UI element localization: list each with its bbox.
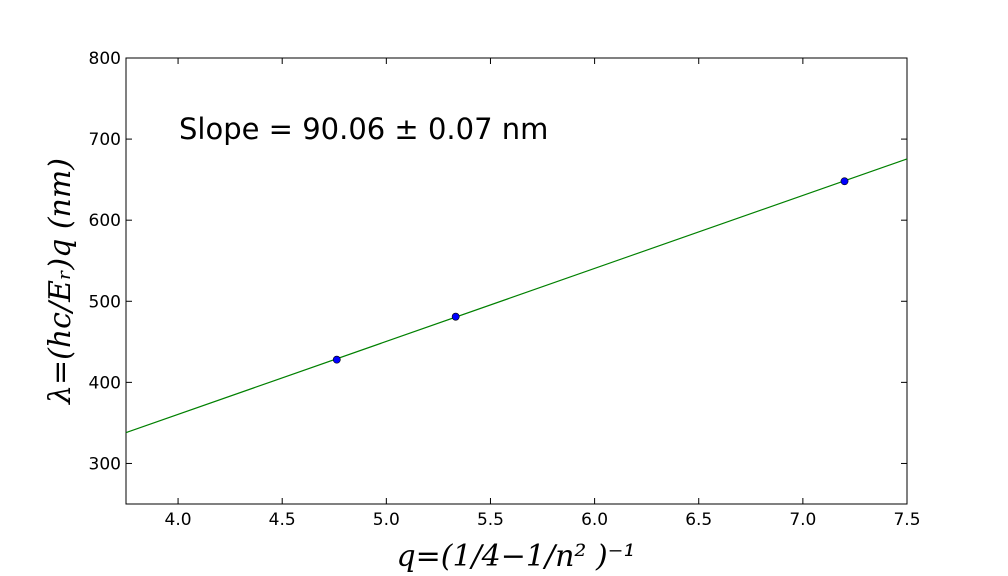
x-tick-label: 4.5 (269, 510, 296, 530)
data-point (840, 177, 849, 186)
y-tick-label: 300 (89, 454, 121, 474)
x-axis-label: q=(1/4−1/n² )⁻¹ (396, 539, 635, 574)
x-tick-label: 4.0 (165, 510, 192, 530)
x-tick-label: 7.0 (789, 510, 816, 530)
ticks: 4.0 4.5 5.0 5.5 6.0 6.5 7.0 7.5 300 400 500 600 700 8… (89, 49, 921, 530)
data-point (451, 312, 460, 321)
plot-series (125, 158, 908, 434)
y-tick-label: 800 (89, 49, 121, 69)
data-point (332, 355, 341, 364)
fit-line (125, 158, 908, 434)
slope-annotation: Slope = 90.06 ± 0.07 nm (179, 112, 548, 146)
plot-area (125, 57, 908, 505)
x-tick-label: 6.0 (581, 510, 608, 530)
y-tick-label: 700 (89, 130, 121, 150)
y-axis-label: λ=(hc/Eᵣ)q (nm) (43, 158, 78, 405)
x-tick-label: 6.5 (685, 510, 712, 530)
y-tick-label: 500 (89, 292, 121, 312)
x-tick-label: 7.5 (893, 510, 920, 530)
y-tick-label: 400 (89, 373, 121, 393)
y-tick-label: 600 (89, 211, 121, 231)
x-tick-label: 5.0 (373, 510, 400, 530)
x-tick-label: 5.5 (477, 510, 504, 530)
